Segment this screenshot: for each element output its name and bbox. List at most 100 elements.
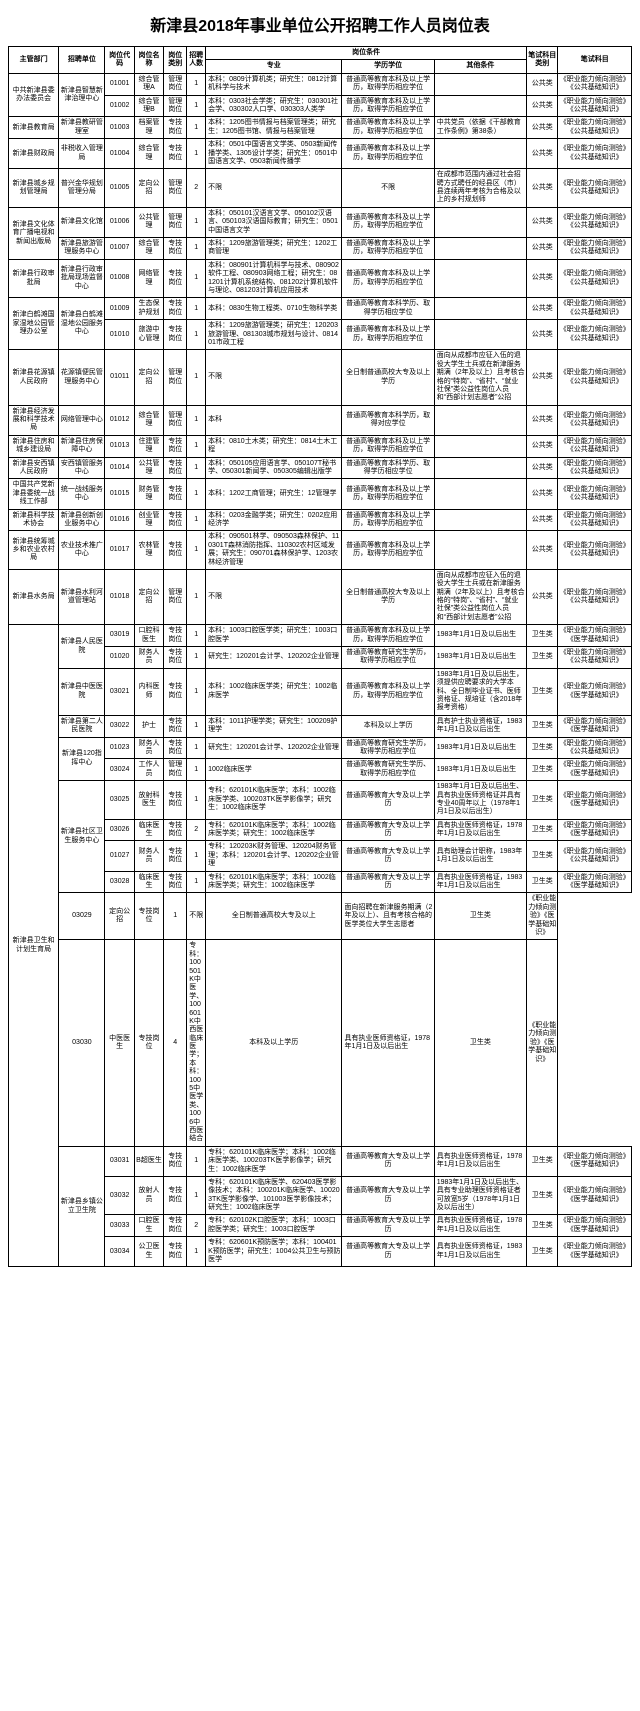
cell-edu: 不限 — [342, 169, 434, 208]
cell-num: 1 — [187, 759, 206, 781]
cell-code: 01006 — [105, 207, 134, 237]
cell-type: 专技岗位 — [164, 259, 187, 298]
cell-code: 01013 — [105, 435, 134, 457]
cell-type: 专技岗位 — [164, 531, 187, 570]
cell-code: 03029 — [59, 893, 105, 940]
cell-edu: 普通高等教育研究生学历，取得学历相应学位 — [342, 647, 434, 669]
cell-other — [434, 320, 526, 350]
cell-name: 临床医生 — [134, 819, 163, 841]
cell-major: 本科：050105应用语言学、050107T秘书学、050301新闻学、0503… — [206, 457, 342, 479]
cell-exam-subj: 《职业能力倾向测验》《医学基础知识》 — [558, 1215, 632, 1237]
cell-type: 专技岗位 — [164, 715, 187, 737]
cell-other: 具有执业医师资格证，1978年1月1日及以后出生 — [434, 1215, 526, 1237]
cell-other: 中共党员（依据《干部教育工作条例》第38条） — [434, 117, 526, 139]
cell-edu: 普通高等教育大专及以上学历 — [342, 819, 434, 841]
cell-unit: 新津县行政审批局现场监督中心 — [59, 259, 105, 298]
cell-other: 在成都市范围内通过社会招聘方式聘任的经县区（市）县连续两年考核为合格及以上的乡村… — [434, 169, 526, 208]
cell-code: 03028 — [105, 871, 134, 893]
cell-exam-subj: 《职业能力倾向测验》《医学基础知识》 — [558, 715, 632, 737]
cell-num: 2 — [187, 169, 206, 208]
cell-name: 公卫医生 — [134, 1237, 163, 1267]
cell-exam-subj: 《职业能力倾向测验》《公共基础知识》 — [558, 350, 632, 405]
table-row: 新津县财政局非税收入管理局01004综合管理专技岗位1本科：0501中国语言文学… — [9, 139, 632, 169]
cell-dept: 中共新津县委办法委员会 — [9, 73, 59, 117]
cell-code: 01004 — [105, 139, 134, 169]
cell-code: 03031 — [105, 1146, 134, 1176]
cell-name: 护士 — [134, 715, 163, 737]
cell-code: 01010 — [105, 320, 134, 350]
cell-other — [434, 139, 526, 169]
cell-code: 03024 — [105, 759, 134, 781]
cell-num: 1 — [187, 871, 206, 893]
cell-type: 管理岗位 — [164, 350, 187, 405]
cell-other: 1983年1月1日及以后出生 — [434, 759, 526, 781]
cell-unit: 新津县社区卫生服务中心 — [59, 781, 105, 893]
table-row: 新津县旅游管理服务中心01007综合管理专技岗位1本科：1209旅游管理类；研究… — [9, 238, 632, 260]
cell-code: 01011 — [105, 350, 134, 405]
cell-name: 临床医生 — [134, 871, 163, 893]
cell-code: 03030 — [59, 940, 105, 1146]
cell-name: 放射人员 — [134, 1176, 163, 1215]
cell-type: 专技岗位 — [164, 117, 187, 139]
cell-other: 1983年1月1日及以后出生 — [434, 647, 526, 669]
cell-type: 管理岗位 — [164, 169, 187, 208]
cell-exam-type: 卫生类 — [434, 940, 526, 1146]
cell-major: 专科：620101K临床医学；本科：1002临床医学类、100203TK医学影像… — [206, 1146, 342, 1176]
cell-exam-subj: 《职业能力倾向测验》《公共基础知识》 — [558, 117, 632, 139]
cell-num: 1 — [187, 668, 206, 715]
cell-unit: 新津县乡镇公立卫生院 — [59, 1146, 105, 1267]
table-row: 新津县水务局新津县水利河道管理站01018定向公招管理岗位1不限全日制普通高校大… — [9, 569, 632, 624]
cell-name: 定向公招 — [134, 350, 163, 405]
table-row: 新津县教育局新津县教研管理室01003档案管理专技岗位1本科：1205图书情报与… — [9, 117, 632, 139]
cell-exam-subj: 《职业能力倾向测验》《医学基础知识》 — [558, 871, 632, 893]
cell-edu: 普通高等教育本科及以上学历，取得学历相应学位 — [342, 238, 434, 260]
cell-unit: 新津县水利河道管理站 — [59, 569, 105, 624]
cell-exam-subj: 《职业能力倾向测验》《医学基础知识》 — [558, 819, 632, 841]
cell-code: 01003 — [105, 117, 134, 139]
cell-major: 不限 — [206, 350, 342, 405]
cell-other: 具有执业医师资格证，1978年1月1日及以后出生 — [342, 940, 434, 1146]
cell-exam-subj: 《职业能力倾向测验》《医学基础知识》 — [558, 625, 632, 647]
cell-type: 专技岗位 — [164, 139, 187, 169]
cell-major: 本科：090501林学、090503森林保护、110301T森林消防指挥、110… — [206, 531, 342, 570]
cell-edu: 普通高等教育本科及以上学历，取得学历相应学位 — [342, 259, 434, 298]
cell-code: 03021 — [105, 668, 134, 715]
cell-unit: 新津县旅游管理服务中心 — [59, 238, 105, 260]
cell-exam-type: 公共类 — [527, 298, 558, 320]
cell-unit: 安西镇管服务中心 — [59, 457, 105, 479]
th-exam-subj: 笔试科目 — [558, 47, 632, 74]
cell-code: 01020 — [105, 647, 134, 669]
cell-type: 专技岗位 — [134, 940, 163, 1146]
cell-exam-subj: 《职业能力倾向测验》《公共基础知识》 — [558, 139, 632, 169]
cell-edu: 普通高等教育本科及以上学历，取得学历相应学位 — [342, 435, 434, 457]
cell-other: 1983年1月1日及以后出生，须提供应聘要求的大学本科、全日制毕业证书、医师资格… — [434, 668, 526, 715]
cell-name: 口腔科医生 — [134, 625, 163, 647]
cell-exam-subj: 《职业能力倾向测验》《医学基础知识》 — [527, 940, 558, 1146]
cell-exam-subj: 《职业能力倾向测验》《医学基础知识》 — [558, 1237, 632, 1267]
cell-edu: 普通高等教育研究生学历，取得学历相应学位 — [342, 737, 434, 759]
cell-other — [434, 207, 526, 237]
cell-other: 面向从成都市应征入伍的退役大学生士兵或在新津服务期满（2年及以上）且考核合格的“… — [434, 569, 526, 624]
main-table: 主管部门 招聘单位 岗位代码 岗位名称 岗位类别 招聘人数 岗位条件 笔试科目类… — [8, 46, 632, 1267]
th-type: 岗位类别 — [164, 47, 187, 74]
cell-name: 网络管理 — [134, 259, 163, 298]
cell-major: 本科：080901计算机科学与技术、080902软件工程、080903网络工程；… — [206, 259, 342, 298]
table-row: 新津县社区卫生服务中心03025放射科医生专技岗位1专科：620101K临床医学… — [9, 781, 632, 820]
table-row: 新津县城乡规划管理局普兴金华规划管理分局01005定向公招管理岗位2不限不限在成… — [9, 169, 632, 208]
cell-major: 不限 — [206, 169, 342, 208]
table-row: 新津县第二人民医院03022护士专技岗位1本科：1011护理学类；研究生：100… — [9, 715, 632, 737]
cell-other — [434, 435, 526, 457]
cell-edu: 普通高等教育本科及以上学历，取得学历相应学位 — [342, 668, 434, 715]
table-body: 中共新津县委办法委员会新津县智慧新津治理中心01001综合管理A管理岗位1本科：… — [9, 73, 632, 1267]
cell-code: 01016 — [105, 509, 134, 531]
cell-dept: 新津白鹤滩国家湿地公园管理办公室 — [9, 298, 59, 350]
cell-other — [434, 259, 526, 298]
cell-num: 1 — [187, 139, 206, 169]
cell-other — [434, 95, 526, 117]
cell-unit: 新津县住房保障中心 — [59, 435, 105, 457]
cell-exam-subj: 《职业能力倾向测验》《公共基础知识》 — [558, 435, 632, 457]
cell-num: 1 — [187, 781, 206, 820]
th-edu: 学历学位 — [342, 60, 434, 73]
cell-code: 01023 — [105, 737, 134, 759]
cell-other: 面向从成都市应征入伍的退役大学生士兵或在新津服务期满（2年及以上）且考核合格的“… — [434, 350, 526, 405]
